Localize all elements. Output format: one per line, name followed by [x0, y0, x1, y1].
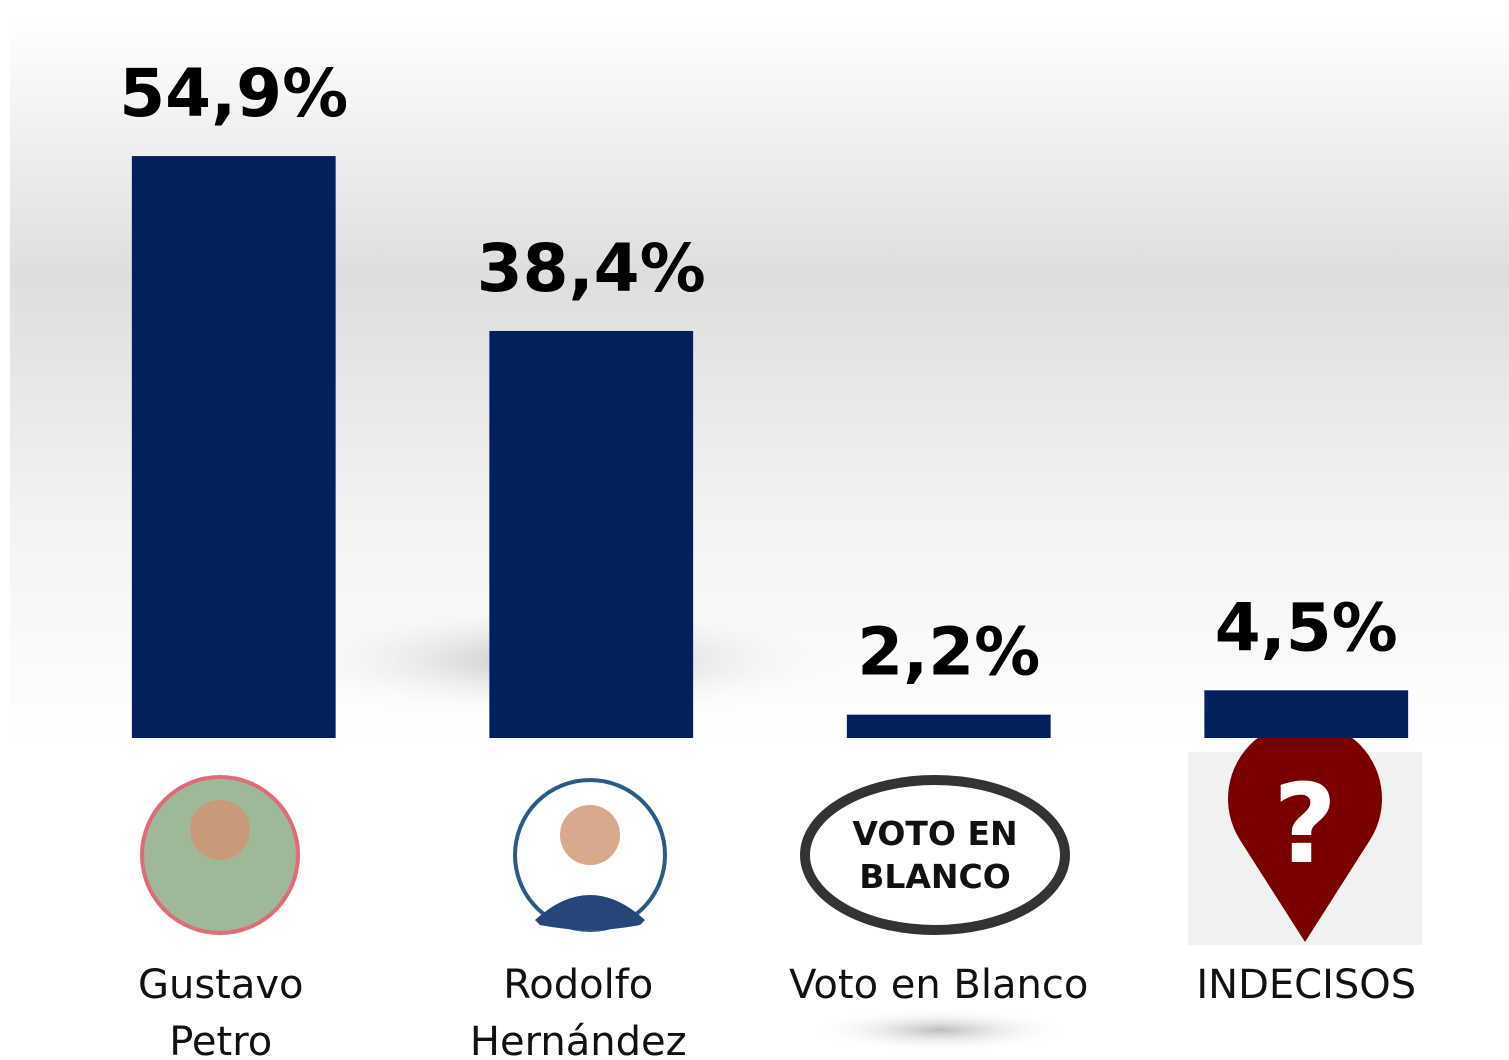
photo-face [560, 805, 620, 865]
category-label: Petro [169, 1019, 272, 1060]
pin-mark: ? [1273, 760, 1337, 888]
bar [131, 156, 336, 738]
pin [1228, 721, 1382, 942]
category-label: Rodolfo [503, 962, 653, 1008]
badge-text: BLANCO [859, 857, 1011, 896]
category-label: Hernández [470, 1019, 687, 1060]
bar [489, 330, 694, 738]
shadow [810, 1008, 1070, 1052]
bar [1204, 690, 1409, 738]
photo-face [190, 800, 250, 860]
category-label: Gustavo [138, 962, 304, 1008]
bar [846, 714, 1051, 738]
category-label: Voto en Blanco [789, 962, 1088, 1008]
value-label: 38,4% [477, 230, 706, 307]
photo-suit [535, 895, 645, 930]
icons: VOTO EN BLANCO ? [140, 721, 1422, 945]
value-label: 4,5% [1215, 589, 1398, 666]
badge-oval [800, 775, 1070, 935]
category-label: INDECISOS [1196, 962, 1416, 1008]
value-label: 2,2% [857, 614, 1040, 691]
value-label: 54,9% [119, 55, 348, 132]
badge-text: VOTO EN [852, 814, 1017, 853]
